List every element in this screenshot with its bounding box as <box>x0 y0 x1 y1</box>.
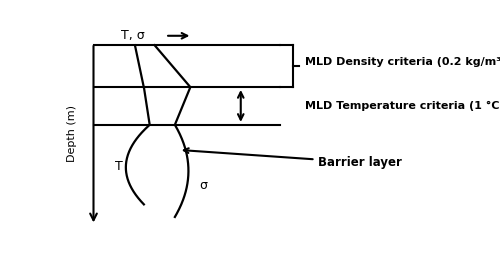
Text: T: T <box>114 160 122 173</box>
Text: T, σ: T, σ <box>120 29 144 42</box>
Text: σ: σ <box>199 179 207 192</box>
Text: MLD Density criteria (0.2 kg/m³): MLD Density criteria (0.2 kg/m³) <box>304 57 500 67</box>
Text: Barrier layer: Barrier layer <box>184 148 402 169</box>
Text: Depth (m): Depth (m) <box>67 105 77 162</box>
Text: MLD Temperature criteria (1 °C): MLD Temperature criteria (1 °C) <box>304 101 500 111</box>
